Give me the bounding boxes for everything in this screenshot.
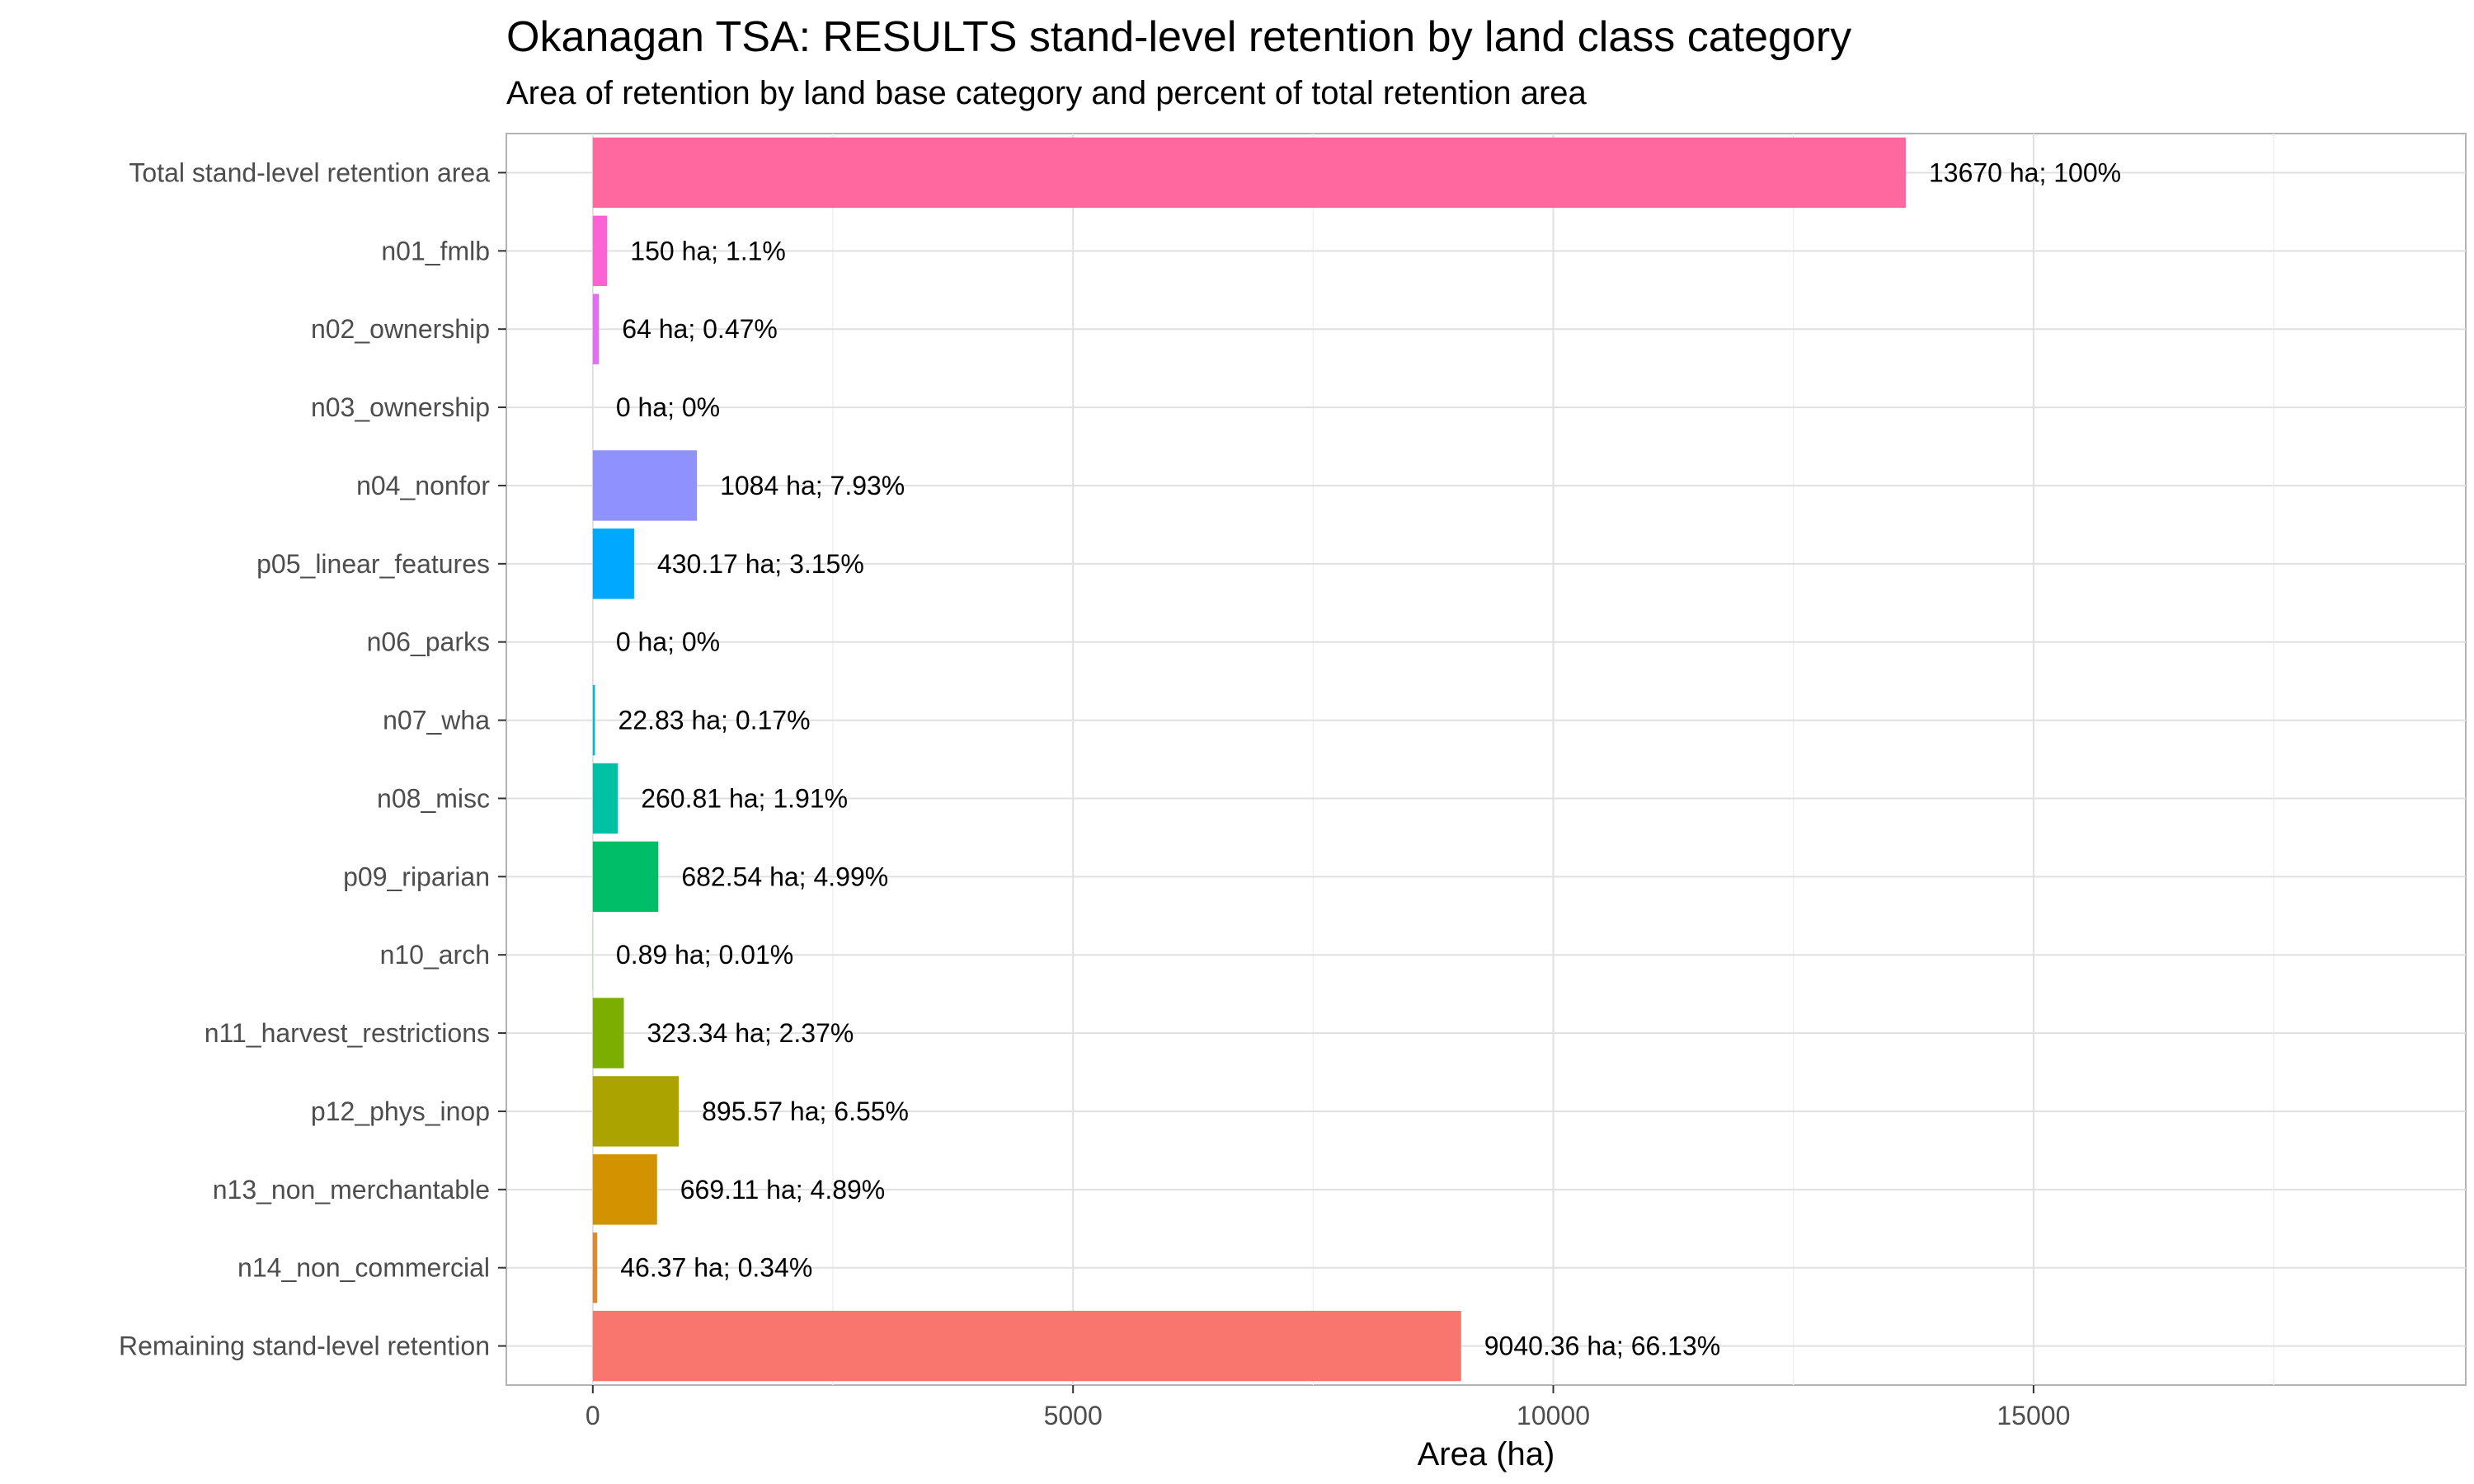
category-label: n13_non_merchantable bbox=[213, 1175, 490, 1205]
category-label: n11_harvest_restrictions bbox=[205, 1018, 490, 1048]
category-label: n03_ownership bbox=[311, 392, 490, 422]
data-label: 150 ha; 1.1% bbox=[630, 236, 786, 265]
bar bbox=[592, 450, 698, 521]
bar bbox=[592, 998, 624, 1068]
data-label: 1084 ha; 7.93% bbox=[720, 471, 905, 500]
data-label: 682.54 ha; 4.99% bbox=[681, 862, 888, 891]
bar bbox=[592, 1310, 1461, 1382]
bar bbox=[592, 1154, 657, 1225]
bar bbox=[592, 215, 608, 287]
category-label: Remaining stand-level retention bbox=[119, 1331, 490, 1361]
category-label: n07_wha bbox=[383, 706, 490, 735]
x-axis: 0 5000 10000 15000 bbox=[586, 1385, 2070, 1430]
x-axis-title: Area (ha) bbox=[1418, 1436, 1555, 1472]
data-label: 430.17 ha; 3.15% bbox=[657, 549, 864, 579]
data-label: 13670 ha; 100% bbox=[1929, 157, 2121, 187]
bar bbox=[592, 763, 618, 834]
y-axis: Total stand-level retention area n01_fmlb… bbox=[119, 157, 506, 1361]
bar bbox=[592, 294, 600, 364]
data-label: 669.11 ha; 4.89% bbox=[680, 1175, 885, 1205]
bar bbox=[592, 684, 595, 756]
category-label: n14_non_commercial bbox=[238, 1253, 490, 1283]
category-label: n10_arch bbox=[380, 940, 490, 970]
data-label: 0 ha; 0% bbox=[616, 392, 720, 422]
bar bbox=[592, 137, 1906, 209]
data-label: 0 ha; 0% bbox=[616, 627, 720, 657]
data-label: 46.37 ha; 0.34% bbox=[620, 1253, 812, 1283]
data-labels-layer: 13670 ha; 100% 150 ha; 1.1% 64 ha; 0.47% 0 … bbox=[616, 157, 2121, 1360]
x-tick-label: 15000 bbox=[1997, 1401, 2070, 1430]
bars-layer bbox=[592, 137, 1906, 1382]
bar bbox=[592, 1232, 598, 1303]
data-label: 260.81 ha; 1.91% bbox=[641, 783, 848, 813]
category-label: n04_nonfor bbox=[356, 471, 490, 500]
bar bbox=[592, 841, 659, 913]
category-label: n08_misc bbox=[377, 783, 490, 813]
x-tick-label: 0 bbox=[586, 1401, 600, 1430]
category-label: p09_riparian bbox=[343, 862, 490, 891]
data-label: 323.34 ha; 2.37% bbox=[647, 1018, 854, 1048]
data-label: 22.83 ha; 0.17% bbox=[618, 706, 810, 735]
data-label: 895.57 ha; 6.55% bbox=[702, 1097, 909, 1126]
data-label: 9040.36 ha; 66.13% bbox=[1484, 1331, 1720, 1361]
category-label: n02_ownership bbox=[311, 314, 490, 344]
chart-title: Okanagan TSA: RESULTS stand-level retent… bbox=[506, 13, 1851, 61]
data-label: 64 ha; 0.47% bbox=[622, 314, 778, 344]
x-tick-label: 10000 bbox=[1517, 1401, 1590, 1430]
category-label: Total stand-level retention area bbox=[129, 157, 490, 187]
bar bbox=[592, 1076, 680, 1147]
category-label: p05_linear_features bbox=[256, 549, 490, 579]
category-label: n06_parks bbox=[367, 627, 490, 657]
x-tick-label: 5000 bbox=[1044, 1401, 1103, 1430]
category-label: n01_fmlb bbox=[381, 236, 490, 265]
bar bbox=[592, 528, 634, 599]
chart-subtitle: Area of retention by land base category … bbox=[506, 75, 1587, 111]
category-label: p12_phys_inop bbox=[311, 1097, 490, 1126]
data-label: 0.89 ha; 0.01% bbox=[616, 940, 793, 970]
